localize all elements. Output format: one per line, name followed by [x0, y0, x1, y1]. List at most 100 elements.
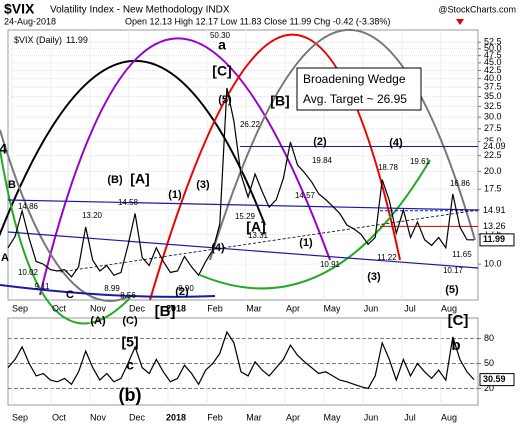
x-tick-label: Aug [441, 303, 457, 313]
wave-label: (2) [313, 136, 327, 148]
price-label: 10.91 [320, 260, 341, 269]
y-tick-label: 22.5 [484, 150, 502, 160]
x-tick-label: May [323, 412, 341, 422]
x-tick-label: Apr [286, 303, 300, 313]
wave-label: C [66, 289, 74, 301]
wave-label: (4) [211, 242, 225, 254]
legend-value: 11.99 [66, 35, 88, 45]
price-panel [7, 29, 479, 301]
index-name: Volatility Index - New Methodology INDX [50, 5, 230, 16]
x-tick-label: Jul [404, 303, 416, 313]
wave-label: (3) [367, 271, 381, 283]
x-tick-label: Jun [364, 412, 379, 422]
wave-label: b [451, 337, 460, 354]
level-label: 24.09 [483, 141, 506, 151]
legend-entry: $VIX (Daily) 11.99 [14, 35, 88, 45]
x-tick-label: Sep [12, 412, 28, 422]
y-tick-label: 35.0 [484, 91, 502, 101]
arc [149, 33, 401, 301]
y-tick-label: 45.0 [484, 57, 502, 67]
y-tick-label: 25.0 [484, 136, 502, 146]
wave-label: [5] [121, 334, 138, 350]
source: @StockCharts.com [438, 4, 516, 14]
x-tick-label: Apr [286, 412, 300, 422]
callout-box [296, 67, 422, 111]
x-tick-label: Nov [90, 303, 107, 313]
trend-line [59, 209, 479, 273]
wave-label: A [1, 252, 9, 264]
level-label-bg [480, 205, 516, 216]
y-tick-label: 40.0 [484, 73, 502, 83]
y-tick-label: 27.5 [484, 123, 502, 133]
oscillator-panel [7, 317, 479, 406]
y-tick-label: 17.5 [484, 184, 502, 194]
price-label: 13.31 [248, 231, 269, 240]
price-label: 8.90 [178, 284, 194, 293]
price-label: 19.84 [312, 156, 333, 165]
arc [0, 149, 131, 325]
wave-label: (1) [299, 237, 313, 249]
date: 24-Aug-2018 [4, 16, 56, 26]
price-label: 10.02 [18, 268, 39, 277]
wave-label: c [126, 357, 134, 373]
y-tick-label: 47.5 [484, 50, 502, 60]
symbol: $VIX [4, 1, 35, 17]
price-label: 8.99 [104, 284, 120, 293]
wedge-line [7, 199, 479, 211]
wave-label: B [8, 179, 16, 191]
x-tick-label: Mar [246, 412, 262, 422]
price-label: 26.22 [240, 120, 261, 129]
last-value-box [479, 373, 515, 387]
wave-label: (C) [122, 315, 138, 327]
arc [209, 28, 476, 261]
arc [199, 159, 431, 290]
x-tick-label: Jun [364, 303, 379, 313]
wave-label: (B) [107, 174, 123, 186]
level-label-bg [480, 221, 516, 232]
wave-label: [B] [155, 303, 176, 320]
x-tick-label: Aug [441, 412, 457, 422]
price-label: 14.58 [118, 198, 139, 207]
x-tick-label: Jul [404, 412, 416, 422]
price-line [7, 87, 475, 278]
x-tick-label: Mar [246, 303, 262, 313]
wave-label: (1) [168, 189, 182, 201]
x-tick-label: Dec [129, 412, 146, 422]
price-label: 18.78 [378, 163, 399, 172]
last-value-box [479, 233, 515, 247]
x-tick-label: Dec [129, 303, 146, 313]
price-label: 14.86 [18, 202, 39, 211]
y-tick-label: 20 [484, 383, 494, 393]
price-label: 9.11 [35, 282, 51, 291]
level-label: 14.91 [483, 205, 506, 215]
price-label: 10.17 [443, 266, 464, 275]
wave-label: (3) [196, 179, 210, 191]
x-tick-label: Feb [207, 412, 223, 422]
last-value: 30.59 [483, 374, 506, 384]
y-tick-label: 37.5 [484, 82, 502, 92]
last-value: 11.99 [483, 234, 505, 244]
wave-label: (2) [175, 286, 189, 298]
price-label: 8.56 [120, 291, 136, 300]
y-tick-label: 20.0 [484, 166, 502, 176]
x-tick-label: 2018 [166, 412, 186, 422]
wave-label: [A] [130, 171, 149, 187]
price-label: 11.65 [452, 250, 472, 259]
x-tick-label: May [323, 303, 341, 313]
wave-label: [C] [448, 312, 469, 329]
x-tick-label: Feb [207, 303, 223, 313]
down-arrow [456, 19, 464, 25]
y-tick-label: 50 [484, 358, 494, 368]
price-label: 19.61 [410, 157, 431, 166]
level-label: 13.26 [483, 221, 506, 231]
y-tick-label: 80 [484, 333, 494, 343]
callout-text: Broadening Wedge [303, 72, 406, 86]
price-label: 13.20 [82, 211, 103, 220]
wave-label: [A] [246, 219, 265, 235]
y-tick-label: 42.5 [484, 65, 502, 75]
level-label-bg [480, 141, 516, 152]
wave-label: a [218, 37, 226, 53]
wave-label: (5) [445, 284, 459, 296]
x-tick-label: Oct [52, 412, 67, 422]
